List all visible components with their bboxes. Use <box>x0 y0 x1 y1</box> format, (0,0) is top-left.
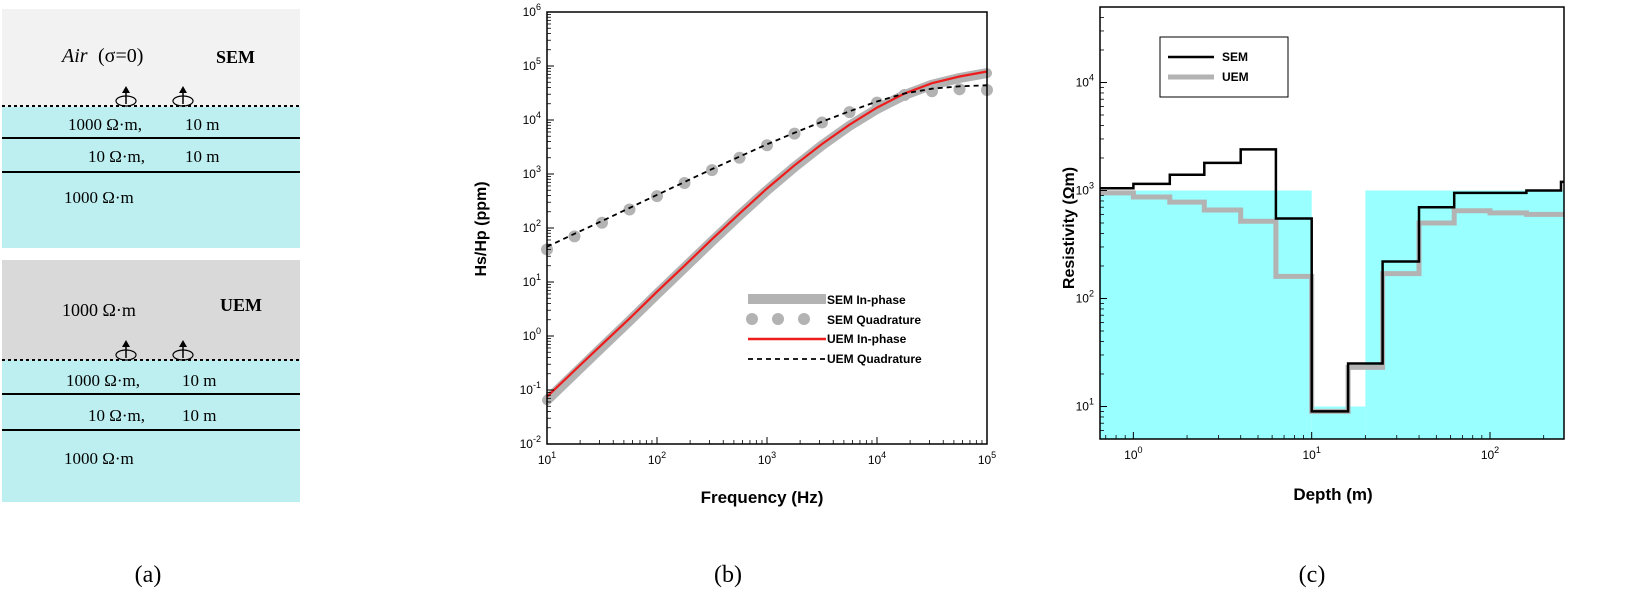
true-model-layer <box>1365 190 1564 439</box>
y-tick-label: 10-2 <box>520 434 541 451</box>
panel-b-plot-frame <box>546 11 988 445</box>
x-tick-label: 102 <box>1481 445 1499 462</box>
uem-layer-1-thickness: 10 m <box>182 371 216 390</box>
panel-c-data-layer <box>1100 148 1564 439</box>
series-sem-inversion <box>1100 148 1564 413</box>
uem-top-label: 1000 Ω·m <box>62 300 136 320</box>
panel-c-ticks: 100 101 102 101 102 103 104 <box>1076 17 1545 462</box>
sem-ground-region <box>2 107 300 248</box>
sem-quadrature-point <box>953 83 966 96</box>
uem-layer-3-resistivity: 1000 Ω·m <box>64 449 134 468</box>
panel-c-caption: (c) <box>1299 562 1326 588</box>
uem-receiver-icon <box>172 340 194 361</box>
legend-uem-inphase-label: UEM In-phase <box>827 332 907 346</box>
x-tick-label: 100 <box>1124 445 1142 462</box>
panel-b-caption: (b) <box>714 562 742 588</box>
legend-uem-label: UEM <box>1222 70 1249 84</box>
uem-layer-2-resistivity: 10 Ω·m, <box>88 406 145 425</box>
sem-layer-3-resistivity: 1000 Ω·m <box>64 188 134 207</box>
panel-c-chart: 100 101 102 101 102 103 104 Depth (m) Resistiv… <box>1061 6 1565 588</box>
y-tick-label: 101 <box>1076 396 1094 413</box>
y-tick-label: 100 <box>523 326 541 343</box>
panel-c-x-axis-label: Depth (m) <box>1293 485 1372 504</box>
legend-sem-quadrature-swatch <box>746 313 810 325</box>
legend-uem-quadrature-label: UEM Quadrature <box>827 352 922 366</box>
y-tick-label: 104 <box>523 110 541 127</box>
uem-transmitter-icon <box>115 340 137 361</box>
sem-quadrature-point <box>568 230 581 243</box>
y-tick-label: 105 <box>523 56 541 73</box>
x-tick-label: 101 <box>538 450 556 467</box>
uem-layer-2-thickness: 10 m <box>182 406 216 425</box>
panel-c-y-axis-label: Resistivity (Ωm) <box>1061 167 1078 289</box>
sem-quadrature-point <box>926 85 938 98</box>
panel-b-legend: SEM In-phase SEM Quadrature UEM In-phase… <box>746 293 922 366</box>
uem-tag: UEM <box>220 295 262 315</box>
sem-air-region <box>2 9 300 107</box>
panel-b-ticks: 101 102 103 104 105 10-2 10-1 100 101 102 103 104 10… <box>520 2 997 467</box>
x-tick-label: 102 <box>648 450 666 467</box>
panel-a-caption: (a) <box>135 562 162 588</box>
sem-layer-1-resistivity: 1000 Ω·m, <box>68 115 142 134</box>
sem-quadrature-point <box>623 203 636 216</box>
x-tick-label: 103 <box>758 450 776 467</box>
y-tick-label: 106 <box>523 2 541 19</box>
sem-sigma-label: (σ=0) <box>98 45 143 67</box>
panel-b-x-axis-label: Frequency (Hz) <box>701 488 824 507</box>
sem-layer-2-thickness: 10 m <box>185 147 219 166</box>
series-uem-quadrature <box>546 84 988 248</box>
sem-quadrature-point <box>843 106 856 119</box>
uem-water-region <box>2 260 300 360</box>
legend-sem-label: SEM <box>1222 50 1248 64</box>
y-tick-label: 103 <box>1076 180 1094 197</box>
panel-c-legend: SEM UEM <box>1159 36 1289 98</box>
y-tick-label: 104 <box>1076 72 1094 89</box>
legend-sem-inphase-label: SEM In-phase <box>827 293 906 307</box>
sem-layer-1-thickness: 10 m <box>185 115 219 134</box>
y-tick-label: 102 <box>1076 288 1094 305</box>
y-tick-label: 102 <box>523 218 541 235</box>
sem-quadrature-point <box>651 190 663 203</box>
legend-sem-quadrature-label: SEM Quadrature <box>827 313 921 327</box>
panel-b-data-layer <box>541 68 993 406</box>
x-tick-label: 104 <box>868 450 886 467</box>
series-uem-inphase <box>546 70 988 398</box>
uem-layer-1-resistivity: 1000 Ω·m, <box>66 371 140 390</box>
sem-transmitter-icon <box>115 86 137 107</box>
panel-a-layer-model: Air (σ=0) SEM 1000 Ω·m, 10 m 10 Ω·m, 10 … <box>2 9 300 588</box>
panel-b-y-axis-label: Hs/Hp (ppm) <box>473 181 490 276</box>
legend-box <box>1159 36 1289 98</box>
sem-tag: SEM <box>216 47 255 67</box>
sem-quadrature-point <box>706 164 718 177</box>
x-tick-label: 101 <box>1302 445 1320 462</box>
sem-layer-2-resistivity: 10 Ω·m, <box>88 147 145 166</box>
y-tick-label: 10-1 <box>520 380 541 397</box>
true-model-layer <box>1100 190 1312 439</box>
panel-b-chart: 101 102 103 104 105 10-2 10-1 100 101 102 103 104 10… <box>473 2 996 588</box>
x-tick-label: 105 <box>978 450 996 467</box>
sem-receiver-icon <box>172 86 194 107</box>
y-tick-label: 103 <box>523 164 541 181</box>
y-tick-label: 101 <box>523 272 541 289</box>
sem-air-label: Air <box>60 45 88 67</box>
